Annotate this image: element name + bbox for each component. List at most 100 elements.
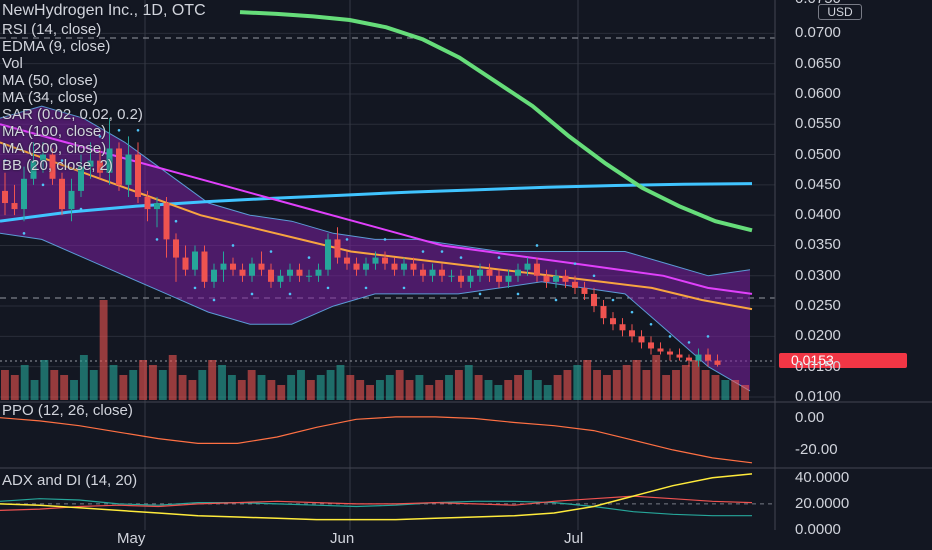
candle-body: [2, 190, 8, 204]
candle-body: [363, 263, 369, 270]
ppo-tick-label: -20.00: [795, 440, 838, 458]
candle-body: [306, 275, 312, 277]
candle-body: [173, 239, 179, 258]
volume-bar: [208, 360, 217, 400]
di-minus-line: [0, 495, 753, 511]
candle-body: [638, 336, 645, 343]
volume-bar: [711, 375, 720, 400]
candle-body: [78, 166, 84, 191]
volume-bar: [119, 375, 128, 400]
sar-dot: [630, 310, 634, 314]
volume-bar: [257, 375, 266, 400]
volume-bar: [376, 380, 384, 400]
candle-body: [154, 203, 160, 210]
candle-body: [30, 160, 37, 179]
candle-body: [486, 269, 493, 276]
sar-dot: [269, 250, 273, 253]
legend-item[interactable]: MA (34, close): [2, 89, 98, 106]
volume-bar: [1, 370, 9, 400]
candle-body: [401, 263, 407, 270]
volume-bar: [149, 365, 157, 400]
candle-body: [315, 269, 322, 276]
candle-body: [448, 275, 455, 277]
volume-bar: [504, 380, 513, 400]
volume-bar: [484, 380, 493, 400]
sar-dot: [516, 292, 520, 296]
legend-item[interactable]: MA (200, close): [2, 140, 107, 157]
candle-body: [515, 269, 521, 276]
candle-body: [581, 287, 588, 294]
volume-bar: [346, 375, 355, 400]
candle-body: [49, 154, 56, 179]
sar-dot: [250, 292, 254, 296]
legend-item[interactable]: BB (20, close, 2): [2, 157, 113, 174]
sar-dot: [554, 298, 558, 302]
sar-dot: [687, 341, 691, 344]
price-tick-label: 0.0750: [795, 0, 841, 7]
candle-body: [135, 154, 141, 197]
legend-item[interactable]: MA (50, close): [2, 72, 98, 89]
volume-bar: [395, 370, 404, 400]
candle-body: [534, 263, 540, 276]
time-label-jul: Jul: [564, 530, 584, 547]
legend-item[interactable]: RSI (14, close): [2, 21, 102, 38]
price-tick-label: 0.0550: [795, 115, 841, 133]
ema-line: [239, 10, 753, 233]
candle-body: [163, 203, 170, 240]
price-tick-label: 0.0400: [795, 206, 841, 224]
sar-dot: [136, 129, 140, 132]
volume-bar: [70, 380, 78, 400]
candle-body: [372, 257, 379, 264]
candle-body: [287, 269, 293, 276]
candle-body: [610, 318, 616, 325]
volume-bar: [741, 385, 749, 400]
candle-body: [296, 269, 303, 276]
currency-badge[interactable]: USD: [818, 4, 862, 20]
legend-item[interactable]: MA (100, close): [2, 123, 107, 140]
ma200-line: [0, 182, 753, 223]
sar-dot: [117, 129, 121, 132]
sar-dot: [345, 238, 349, 241]
sar-dot: [60, 159, 64, 162]
sar-dot: [212, 298, 216, 302]
ppo-panel-title: PPO (12, 26, close): [2, 402, 133, 419]
price-tick-label: 0.0500: [795, 145, 841, 163]
sar-dot: [402, 286, 406, 290]
volume-bar: [139, 360, 148, 400]
adx-line: [0, 473, 753, 521]
ppo-line: [0, 416, 753, 464]
volume-bar: [573, 365, 582, 400]
volume-bar: [198, 370, 207, 400]
volume-bar: [602, 375, 611, 400]
volume-bar: [701, 370, 710, 400]
candle-body: [600, 306, 607, 319]
candle-body: [277, 275, 284, 282]
volume-bar: [454, 370, 463, 400]
candle-body: [268, 269, 274, 282]
volume-bar: [642, 370, 651, 400]
volume-bar: [227, 375, 236, 400]
sar-dot: [497, 256, 501, 259]
candle-body: [87, 160, 94, 167]
candle-body: [258, 263, 265, 270]
legend-item[interactable]: Vol: [2, 55, 23, 72]
volume-bar: [297, 370, 305, 400]
adx-tick-label: 40.0000: [795, 468, 850, 486]
price-tick-label: 0.0150: [795, 357, 841, 375]
sar-dot: [307, 256, 311, 259]
sar-dot: [478, 292, 482, 296]
price-tick-label: 0.0100: [795, 387, 841, 405]
volume-bar: [731, 380, 740, 400]
time-label-may: May: [117, 530, 146, 547]
volume-bar: [464, 365, 473, 400]
sar-dot: [459, 256, 463, 259]
sar-dot: [383, 238, 387, 241]
bollinger-band: [0, 106, 750, 391]
candle-body: [211, 269, 217, 282]
legend-item[interactable]: SAR (0.02, 0.02, 0.2): [2, 106, 143, 123]
sar-dot: [288, 292, 292, 296]
volume-bar: [474, 375, 483, 400]
volume-bar: [563, 370, 572, 400]
legend-item[interactable]: EDMA (9, close): [2, 38, 111, 55]
